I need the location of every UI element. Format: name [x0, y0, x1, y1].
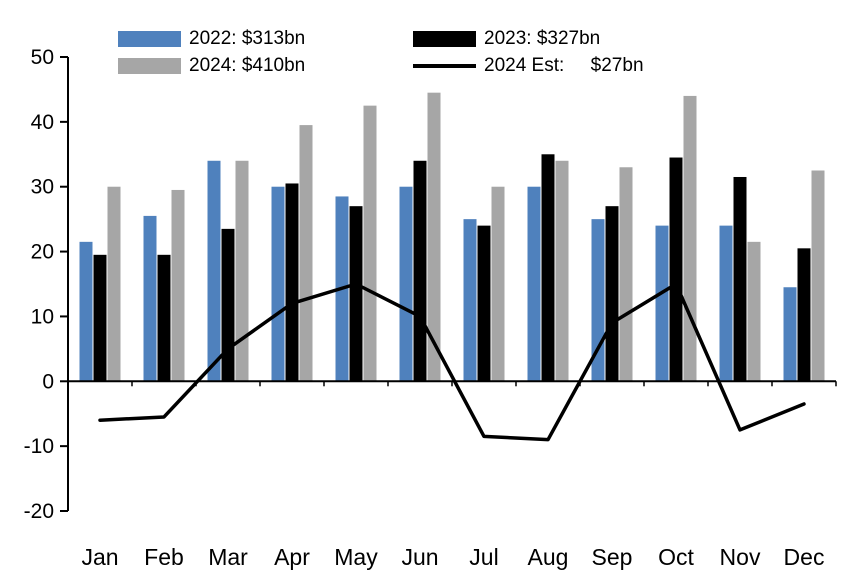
- bar-2024-Oct: [683, 95, 697, 382]
- y-tick-label: -20: [24, 500, 54, 523]
- legend-label-2024-est: 2024 Est: $27bn: [484, 55, 644, 76]
- legend-item-2023: 2023: $327bn: [413, 26, 644, 51]
- bar-2023-Sep: [605, 206, 619, 382]
- bar-2024-Apr: [299, 125, 313, 382]
- bar-2022-Oct: [655, 225, 669, 382]
- legend-swatch-2023: [413, 30, 476, 47]
- bar-2022-Mar: [207, 160, 221, 382]
- x-category-label: Sep: [592, 544, 633, 570]
- bar-2024-Feb: [171, 189, 185, 382]
- chart-legend: 2022: $313bn 2023: $327bn 2024: $410bn 2…: [118, 26, 644, 78]
- y-tick-label: 20: [31, 241, 54, 264]
- bar-2022-Jun: [399, 186, 413, 382]
- y-tick-label: 30: [31, 176, 54, 199]
- y-tick-label: 0: [42, 370, 54, 393]
- bar-2024-Nov: [747, 241, 761, 382]
- line-series-2024 Est: [98, 282, 806, 442]
- bar-2024-Mar: [235, 160, 249, 382]
- bar-2024-Jan: [107, 186, 121, 382]
- x-category-label: Mar: [208, 544, 248, 570]
- bar-2024-Aug: [555, 160, 569, 382]
- bar-2022-Aug: [527, 186, 541, 382]
- bar-2022-Jan: [79, 241, 93, 382]
- bar-2022-Apr: [271, 186, 285, 382]
- legend-label-2022: 2022: $313bn: [189, 28, 306, 49]
- bar-2023-Jul: [477, 225, 491, 382]
- bar-2022-Jul: [463, 219, 477, 382]
- x-category-label: Aug: [528, 544, 569, 570]
- bar-2023-Oct: [669, 157, 683, 382]
- bar-2022-Feb: [143, 215, 157, 382]
- x-category-label: Jun: [401, 544, 438, 570]
- bar-2023-Feb: [157, 254, 171, 382]
- bar-2024-May: [363, 105, 377, 382]
- y-tick-label: -10: [24, 435, 54, 458]
- legend-label-2023: 2023: $327bn: [484, 28, 601, 49]
- x-category-label: Dec: [784, 544, 825, 570]
- x-category-label: Jul: [469, 544, 498, 570]
- bar-2022-Dec: [783, 287, 797, 382]
- x-category-label: Feb: [144, 544, 184, 570]
- bar-2023-Apr: [285, 183, 299, 382]
- x-category-label: Oct: [658, 544, 694, 570]
- y-tick-label: 40: [31, 111, 54, 134]
- bar-2023-Aug: [541, 154, 555, 382]
- bar-2022-Nov: [719, 225, 733, 382]
- legend-swatch-2022: [118, 30, 181, 47]
- bar-2023-May: [349, 206, 363, 382]
- bar-2024-Sep: [619, 167, 633, 382]
- bar-2023-Nov: [733, 176, 747, 382]
- bar-2023-Jan: [93, 254, 107, 382]
- bar-2023-Jun: [413, 160, 427, 382]
- bar-2023-Dec: [797, 248, 811, 382]
- bar-2024-Jul: [491, 186, 505, 382]
- bar-2023-Mar: [221, 228, 235, 382]
- legend-item-2022: 2022: $313bn: [118, 26, 413, 51]
- legend-swatch-2024: [118, 57, 181, 74]
- bar-2024-Jun: [427, 92, 441, 382]
- legend-item-2024-est: 2024 Est: $27bn: [413, 53, 644, 78]
- bar-2024-Dec: [811, 170, 825, 382]
- legend-label-2024: 2024: $410bn: [189, 55, 306, 76]
- y-tick-label: 10: [31, 305, 54, 328]
- x-category-label: Apr: [274, 544, 310, 570]
- x-category-label: May: [334, 544, 378, 570]
- legend-swatch-2024-est-line: [413, 63, 476, 68]
- x-category-label: Jan: [81, 544, 118, 570]
- legend-item-2024: 2024: $410bn: [118, 53, 413, 78]
- x-category-label: Nov: [720, 544, 761, 570]
- y-tick-label: 50: [31, 46, 54, 69]
